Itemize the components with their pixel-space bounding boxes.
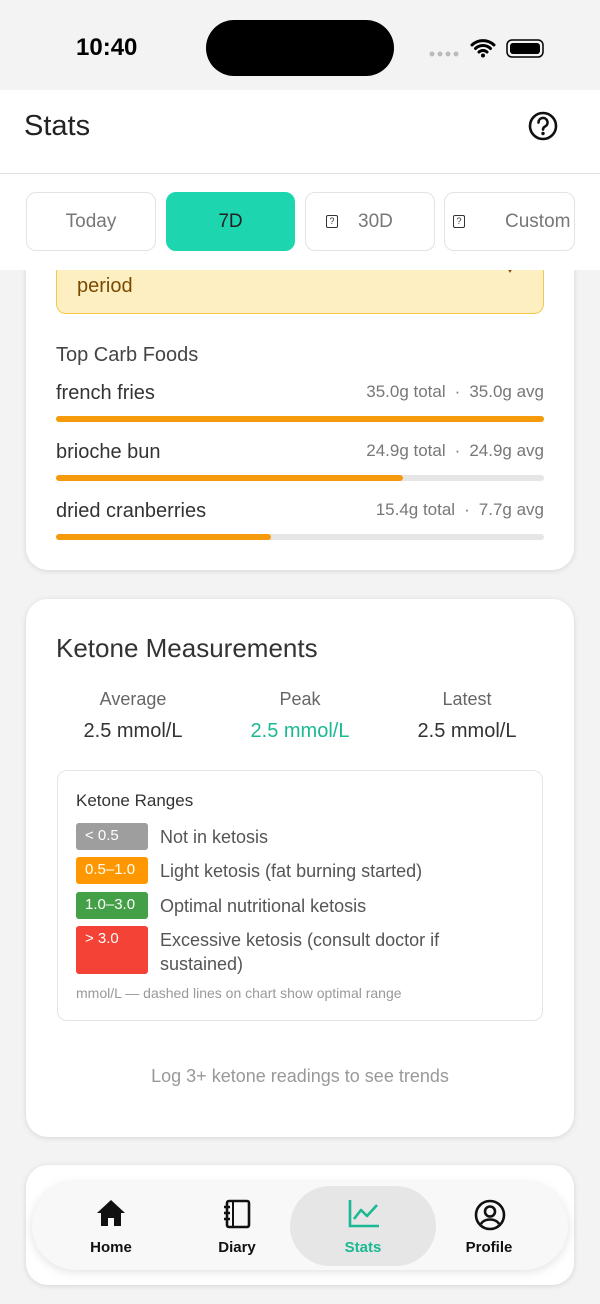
- avg-label: 35.0g avg: [469, 382, 544, 401]
- food-name: french fries: [56, 382, 155, 404]
- food-row: french fries 35.0g total · 35.0g avg: [56, 382, 544, 432]
- bar-track: [56, 475, 544, 481]
- ranges-note: mmol/L — dashed lines on chart show opti…: [76, 985, 402, 1001]
- bar: [56, 475, 404, 481]
- bar-track: [56, 416, 544, 422]
- nav-label: Profile: [465, 1239, 513, 1256]
- nav-item[interactable]: Diary: [174, 1182, 300, 1270]
- bar: [56, 534, 271, 540]
- icon: ?: [453, 215, 465, 228]
- range-chip: 0.5–1.0: [76, 857, 148, 884]
- range-label: Not in ketosis: [160, 827, 269, 847]
- tab[interactable]: ? Custom: [444, 192, 575, 251]
- stat: Peak 2.5 mmol/L: [210, 689, 390, 743]
- nav-label: Stats: [344, 1239, 382, 1256]
- stat: Latest 2.5 mmol/L: [377, 689, 557, 743]
- nav-item[interactable]: Profile: [426, 1182, 552, 1270]
- stat-value: 2.5 mmol/L: [83, 720, 183, 742]
- bar-track: [56, 534, 544, 540]
- separator: ·: [454, 382, 461, 401]
- page-title: Stats: [24, 110, 91, 142]
- stat-value: 2.5 mmol/L: [417, 720, 517, 742]
- help-button[interactable]: [527, 110, 559, 142]
- divider: [0, 173, 600, 174]
- food-name: dried cranberries: [56, 500, 207, 522]
- range-chip: > 3.0: [76, 926, 148, 974]
- food-name: brioche bun: [56, 441, 161, 463]
- nav-label: Diary: [218, 1239, 256, 1256]
- carb-card: period Top Carb Foods french fries 35.0g …: [26, 210, 574, 570]
- diary-icon: [224, 1199, 251, 1229]
- tab-label: 30D: [358, 210, 393, 232]
- section-title: Top Carb Foods: [56, 344, 199, 366]
- total-label: 35.0g total: [366, 382, 446, 401]
- tab[interactable]: ? 30D: [305, 192, 435, 251]
- status-icons: [429, 39, 544, 58]
- food-totals: 15.4g total · 7.7g avg: [376, 500, 544, 520]
- food-totals: 24.9g total · 24.9g avg: [366, 441, 544, 461]
- ketone-card: Ketone Measurements Average 2.5 mmol/L Pea…: [26, 599, 574, 1137]
- stat-value: 2.5 mmol/L: [250, 720, 350, 742]
- range-label: Excessive ketosis (consult doctor if sus…: [160, 930, 440, 974]
- trend-message: Log 3+ ketone readings to see trends: [151, 1066, 449, 1086]
- nav-item[interactable]: Stats: [300, 1182, 426, 1270]
- range-chip: 1.0–3.0: [76, 892, 148, 919]
- tab[interactable]: Today: [26, 192, 156, 251]
- food-row: dried cranberries 15.4g total · 7.7g avg: [56, 500, 544, 550]
- home-icon: [97, 1200, 125, 1226]
- nav-label: Home: [90, 1239, 132, 1256]
- food-row: brioche bun 24.9g total · 24.9g avg: [56, 441, 544, 491]
- avg-label: 24.9g avg: [469, 441, 544, 460]
- stat-label: Average: [99, 689, 167, 709]
- total-label: 24.9g total: [366, 441, 446, 460]
- dynamic-island: [206, 20, 394, 76]
- warning-text: period: [77, 275, 133, 297]
- avg-label: 7.7g avg: [478, 500, 544, 519]
- separator: ·: [464, 500, 470, 519]
- profile-icon: [474, 1199, 506, 1231]
- range-chip: < 0.5: [76, 823, 148, 850]
- separator: ·: [454, 441, 461, 460]
- nav-item[interactable]: Home: [48, 1182, 174, 1270]
- card-title: Ketone Measurements: [56, 633, 318, 663]
- range-label: Optimal nutritional ketosis: [160, 896, 367, 916]
- stat-label: Peak: [279, 689, 321, 709]
- stat-label: Latest: [442, 689, 492, 709]
- bar: [56, 416, 544, 422]
- range-label: Light ketosis (fat burning started): [160, 861, 423, 881]
- ranges-box: Ketone Ranges < 0.5 Not in ketosis 0.5–1.0…: [57, 770, 543, 1021]
- tab-label: Custom: [505, 210, 571, 232]
- chart-icon: [348, 1200, 379, 1228]
- food-totals: 35.0g total · 35.0g avg: [366, 382, 544, 402]
- tab[interactable]: 7D: [166, 192, 295, 251]
- total-label: 15.4g total: [375, 500, 456, 519]
- icon: ?: [326, 215, 338, 228]
- clock: 10:40: [76, 34, 138, 61]
- stat: Average 2.5 mmol/L: [43, 689, 223, 743]
- ranges-title: Ketone Ranges: [76, 791, 194, 810]
